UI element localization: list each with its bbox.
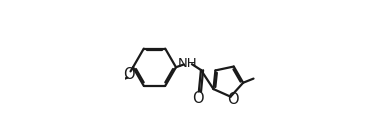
Text: O: O — [123, 67, 135, 82]
Text: O: O — [227, 92, 239, 107]
Text: NH: NH — [178, 57, 197, 70]
Text: O: O — [192, 91, 204, 106]
